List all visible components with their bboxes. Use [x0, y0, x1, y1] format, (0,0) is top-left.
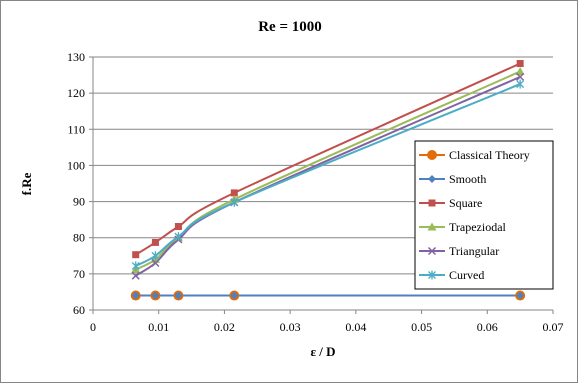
- legend-label: Classical Theory: [449, 148, 530, 162]
- legend-label: Curved: [449, 268, 484, 282]
- y-tick-label: 130: [67, 50, 85, 64]
- y-tick-label: 70: [73, 267, 85, 281]
- y-tick-label: 80: [73, 231, 85, 245]
- legend-label: Triangular: [449, 244, 499, 258]
- data-point: [516, 72, 525, 81]
- y-axis-title: f.Re: [19, 172, 34, 195]
- data-point: [174, 223, 182, 231]
- legend-marker: [428, 175, 436, 183]
- x-tick-label: 0.01: [148, 320, 169, 334]
- x-tick-label: 0.03: [280, 320, 301, 334]
- legend-marker: [428, 199, 436, 207]
- data-point: [131, 261, 140, 271]
- data-point: [151, 238, 159, 246]
- gridlines: [89, 56, 553, 311]
- x-tick-labels: 0 0.01 0.02 0.03 0.04 0.05 0.06 0.07: [90, 320, 564, 334]
- data-point: [151, 251, 160, 261]
- y-tick-label: 90: [73, 195, 85, 209]
- y-tick-label: 60: [73, 303, 85, 317]
- data-point: [151, 291, 160, 300]
- data-point: [132, 251, 140, 259]
- y-tick-label: 120: [67, 86, 85, 100]
- x-axis-title: ε / D: [310, 344, 335, 359]
- axes: [92, 57, 554, 314]
- data-point: [174, 232, 183, 242]
- legend-marker: [427, 222, 437, 231]
- y-tick-label: 100: [67, 158, 85, 172]
- y-tick-labels: 60 70 80 90 100 110 120 130: [67, 50, 85, 317]
- data-point: [515, 66, 525, 75]
- data-point: [174, 291, 183, 300]
- x-tick-label: 0: [90, 320, 96, 334]
- x-tick-label: 0.02: [214, 320, 235, 334]
- y-tick-label: 110: [67, 122, 85, 136]
- data-point: [131, 291, 140, 300]
- legend: Classical Theory Smooth Square Trapeziodal T…: [414, 140, 554, 290]
- legend-label: Square: [449, 196, 482, 210]
- data-point: [516, 79, 525, 89]
- legend-marker: [427, 246, 437, 256]
- x-tick-label: 0.05: [411, 320, 432, 334]
- legend-label: Trapeziodal: [449, 220, 507, 234]
- legend-box: [414, 140, 554, 290]
- legend-label: Smooth: [449, 172, 486, 186]
- series-markers: [130, 60, 526, 301]
- x-tick-label: 0.04: [345, 320, 366, 334]
- data-point: [230, 291, 239, 300]
- x-tick-label: 0.06: [477, 320, 498, 334]
- legend-marker: [428, 270, 436, 280]
- legend-marker: [427, 150, 437, 160]
- chart-title: Re = 1000: [258, 19, 322, 35]
- data-point: [230, 197, 239, 207]
- data-point: [230, 189, 238, 197]
- data-point: [516, 60, 524, 68]
- x-tick-label: 0.07: [543, 320, 564, 334]
- data-point: [151, 258, 160, 268]
- data-point: [131, 271, 140, 280]
- data-point: [516, 291, 525, 300]
